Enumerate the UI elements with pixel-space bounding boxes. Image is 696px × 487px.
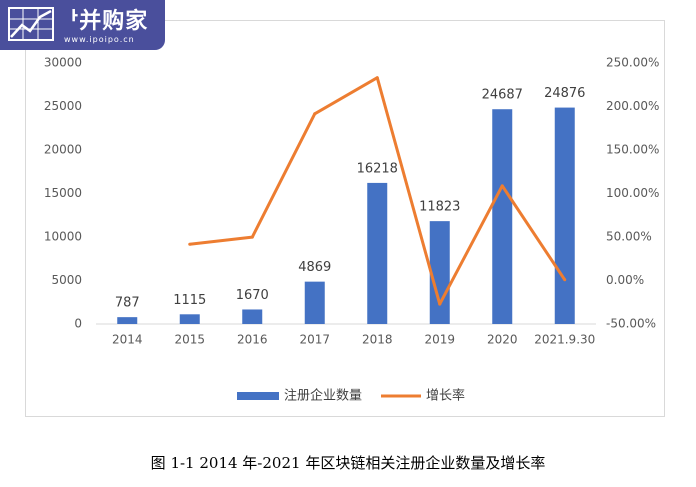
y-right-tick-label: 100.00% (606, 186, 659, 200)
y-left-tick-label: 5000 (51, 273, 82, 287)
bar-data-label: 24687 (482, 88, 523, 103)
growth-point (438, 302, 442, 306)
logo-name: ᅡ并购家 (58, 9, 149, 34)
bar-data-label: 1670 (236, 288, 269, 303)
growth-point (250, 235, 254, 239)
bar (492, 109, 513, 324)
legend-label-bars: 注册企业数量 (284, 388, 362, 404)
legend-label-line: 增长率 (426, 388, 465, 404)
figure-caption: 图 1-1 2014 年-2021 年区块链相关注册企业数量及增长率 (150, 454, 546, 472)
growth-point (500, 184, 504, 188)
x-tick-label: 2016 (237, 333, 268, 347)
y-right-tick-label: -50.00% (606, 317, 656, 331)
bar (242, 309, 263, 324)
growth-point (188, 242, 192, 246)
bar (554, 107, 575, 324)
bar-data-label: 24876 (544, 86, 585, 101)
bar-data-label: 16218 (357, 161, 398, 176)
x-tick-label: 2017 (299, 333, 330, 347)
x-tick-label: 2021.9.30 (534, 333, 595, 347)
bar-data-label: 11823 (419, 200, 460, 215)
growth-point (313, 112, 317, 116)
bar (429, 221, 450, 324)
growth-point (375, 76, 379, 80)
x-tick-label: 2019 (424, 333, 455, 347)
y-left-tick-label: 30000 (44, 56, 82, 70)
y-right-tick-label: 0.00% (606, 273, 644, 287)
y-left-tick-label: 15000 (44, 186, 82, 200)
bar (304, 281, 325, 324)
bar (367, 182, 388, 324)
y-left-tick-label: 10000 (44, 230, 82, 244)
y-right-tick-label: 50.00% (606, 230, 652, 244)
logo-url: www.ipoipo.cn (64, 35, 135, 44)
chart-logo-icon (8, 7, 54, 41)
y-left-tick-label: 0 (74, 317, 82, 331)
watermark-logo: ᅡ并购家 www.ipoipo.cn (0, 0, 165, 50)
growth-point (563, 278, 567, 282)
legend-swatch-bars (237, 392, 279, 400)
x-tick-label: 2015 (174, 333, 205, 347)
x-tick-label: 2018 (362, 333, 393, 347)
y-left-tick-label: 25000 (44, 99, 82, 113)
y-right-tick-label: 250.00% (606, 56, 659, 70)
combo-chart: 0 5000 10000 15000 20000 25000 30000 -50.00% 0.0… (44, 56, 660, 404)
bar (179, 314, 200, 324)
x-tick-label: 2020 (487, 333, 518, 347)
bar-data-label: 4869 (298, 260, 331, 275)
chart-area: 0 5000 10000 15000 20000 25000 30000 -50.00% 0.0… (25, 20, 665, 417)
bar-data-label: 787 (115, 296, 140, 311)
y-left-tick-label: 20000 (44, 143, 82, 157)
bar-data-label: 1115 (173, 293, 206, 308)
x-tick-label: 2014 (112, 333, 143, 347)
y-right-tick-label: 200.00% (606, 99, 659, 113)
bar (117, 317, 138, 324)
y-right-tick-label: 150.00% (606, 143, 659, 157)
